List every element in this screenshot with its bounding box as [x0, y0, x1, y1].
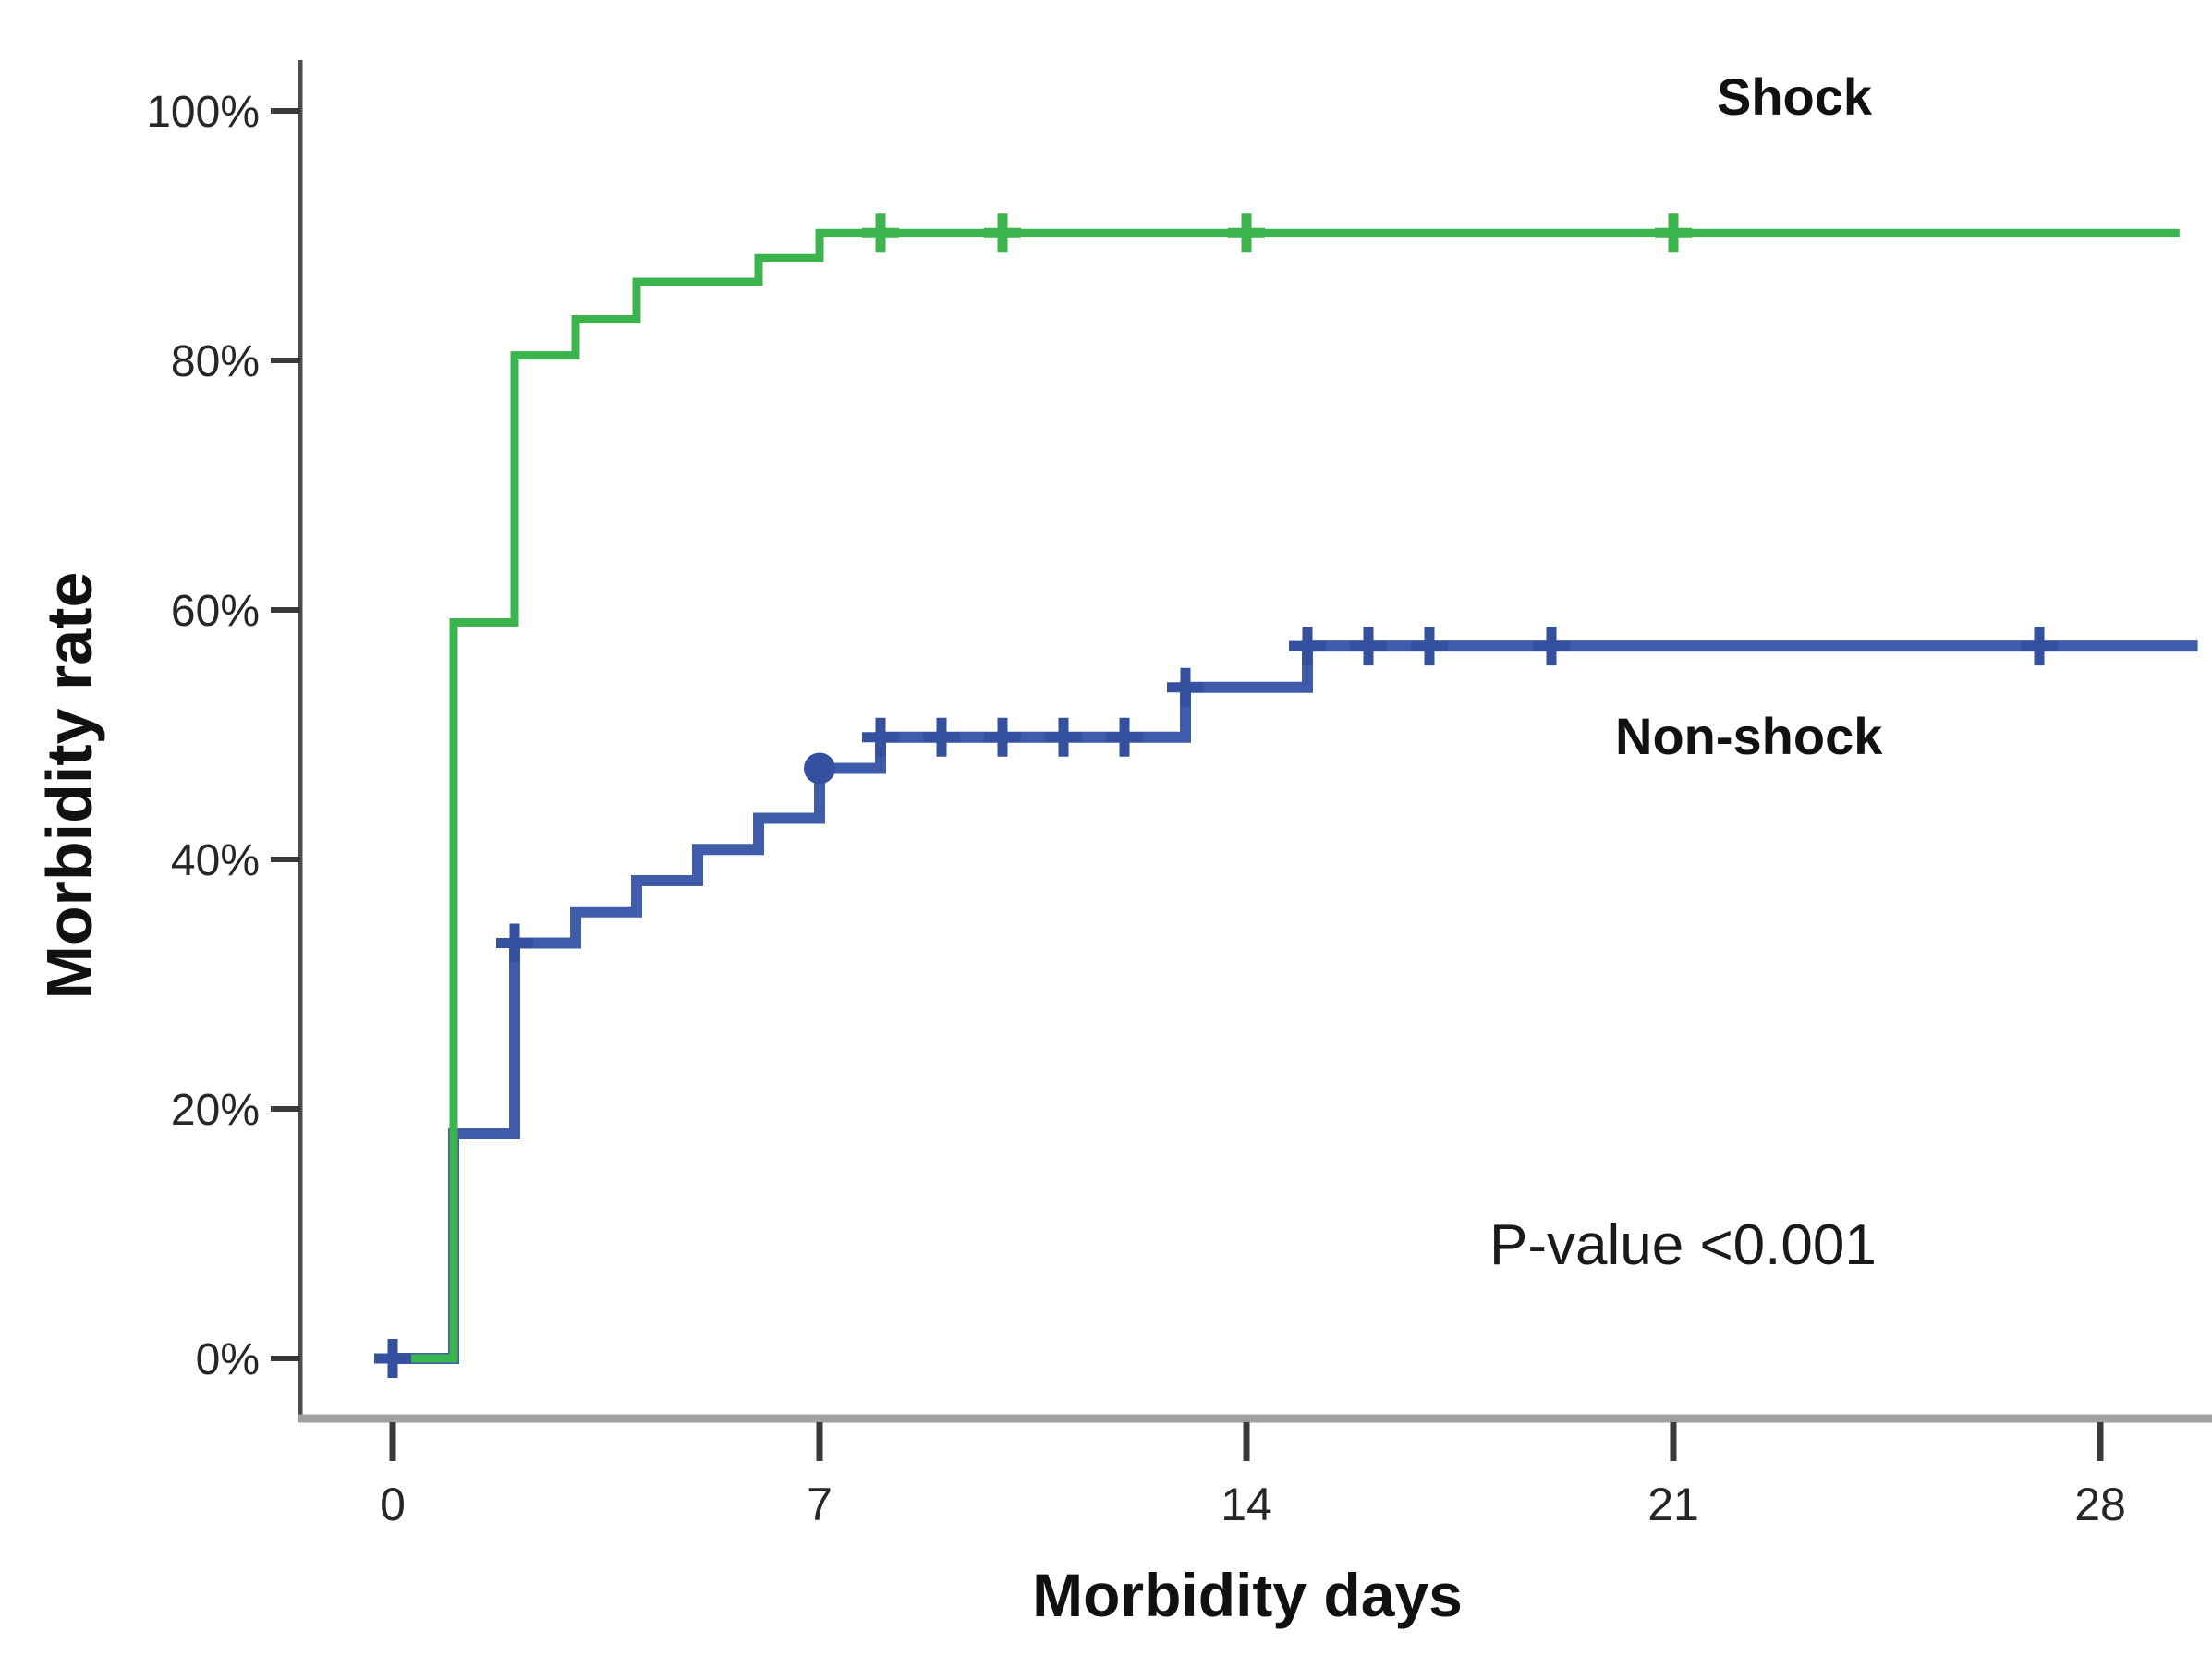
y-tick-label: 40%	[171, 836, 260, 885]
p-value-annotation: P-value <0.001	[1489, 1213, 1877, 1277]
y-tick-label: 100%	[146, 88, 260, 137]
non-shock-censor-mark	[1167, 667, 1204, 707]
shock-censor-mark	[984, 213, 1021, 253]
non-shock-censor-mark	[374, 1339, 411, 1378]
y-tick-label: 60%	[171, 587, 260, 636]
non-shock-series-label: Non-shock	[1615, 707, 1883, 765]
y-tick-label: 0%	[196, 1335, 260, 1384]
x-tick-label: 7	[807, 1479, 833, 1530]
non-shock-censor-mark	[1289, 627, 1326, 666]
non-shock-censor-mark	[2021, 627, 2058, 666]
non-shock-censor-mark	[923, 717, 960, 757]
non-shock-censor-mark	[862, 717, 899, 757]
x-tick-label: 21	[1647, 1479, 1699, 1530]
shock-censor-mark	[1655, 213, 1692, 253]
non-shock-censor-mark	[1411, 627, 1448, 666]
x-axis-title: Morbidity days	[1032, 1561, 1463, 1629]
non-shock-censor-mark	[1045, 717, 1082, 757]
non-shock-event-dot	[804, 752, 835, 785]
shock-series-label: Shock	[1717, 67, 1873, 126]
non-shock-censor-mark	[1350, 627, 1387, 666]
non-shock-censor-mark	[1533, 627, 1570, 666]
shock-censor-mark	[1228, 213, 1265, 253]
non-shock-censor-mark	[496, 923, 533, 963]
y-axis-title: Morbidity rate	[33, 571, 105, 1000]
y-tick-label: 20%	[171, 1086, 260, 1135]
x-tick-label: 0	[380, 1479, 406, 1530]
x-tick-label: 14	[1221, 1479, 1272, 1530]
shock-curve	[393, 228, 2180, 1363]
x-tick-label: 28	[2074, 1479, 2126, 1530]
non-shock-curve	[393, 640, 2198, 1364]
non-shock-censor-mark	[984, 717, 1021, 757]
shock-censor-mark	[862, 213, 899, 253]
y-tick-label: 80%	[171, 337, 260, 386]
non-shock-censor-mark	[1106, 717, 1143, 757]
